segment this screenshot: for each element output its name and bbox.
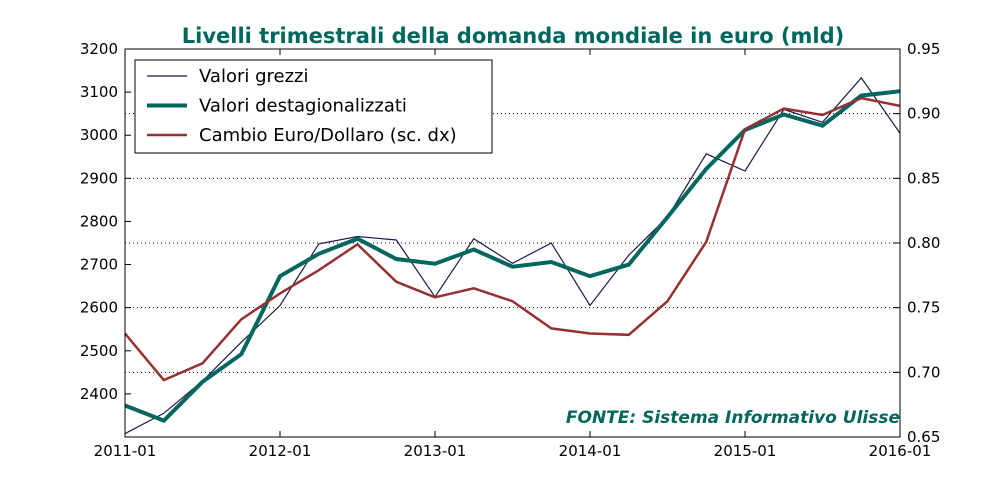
- y-left-tick-label: 2900: [80, 169, 118, 187]
- legend: Valori grezzi Valori destagionalizzati Cam…: [134, 59, 493, 154]
- legend-label: Valori destagionalizzati: [199, 96, 407, 117]
- y-right-tick-label: 0.95: [907, 40, 940, 58]
- y-left-tick-label: 2700: [80, 256, 118, 274]
- source-note: FONTE: Sistema Informativo Ulisse: [566, 408, 900, 428]
- y-left-tick-label: 3000: [80, 126, 118, 144]
- y-right-tick-label: 0.80: [907, 234, 940, 252]
- y-right-tick-label: 0.90: [907, 105, 940, 123]
- y-right-tick-label: 0.75: [907, 299, 940, 317]
- x-tick-label: 2011-01: [94, 442, 157, 460]
- series-line-3: [124, 96, 901, 382]
- x-tick-label: 2016-01: [869, 442, 932, 460]
- y-left-tick-label: 2500: [80, 342, 118, 360]
- x-tick-label: 2014-01: [559, 442, 622, 460]
- axis-ticks: 2400 2500 2600 2700 2800 2900 3000 3100 3200 0.65…: [80, 40, 941, 460]
- y-right-tick-label: 0.85: [907, 169, 940, 187]
- series-line-2: [124, 89, 901, 423]
- y-left-tick-label: 3100: [80, 83, 118, 101]
- y-right-tick-label: 0.65: [907, 428, 940, 446]
- chart-title: Livelli trimestrali della domanda mondia…: [182, 24, 845, 48]
- x-tick-label: 2015-01: [714, 442, 777, 460]
- series-layer: [124, 76, 901, 435]
- y-left-tick-label: 2600: [80, 299, 118, 317]
- legend-label: Cambio Euro/Dollaro (sc. dx): [199, 125, 457, 146]
- legend-box: [134, 59, 493, 154]
- y-left-tick-label: 2400: [80, 385, 118, 403]
- x-tick-label: 2012-01: [249, 442, 312, 460]
- x-tick-label: 2013-01: [404, 442, 467, 460]
- y-right-tick-label: 0.70: [907, 363, 940, 381]
- legend-label: Valori grezzi: [199, 66, 309, 87]
- y-left-tick-label: 3200: [80, 40, 118, 58]
- y-left-tick-label: 2800: [80, 212, 118, 230]
